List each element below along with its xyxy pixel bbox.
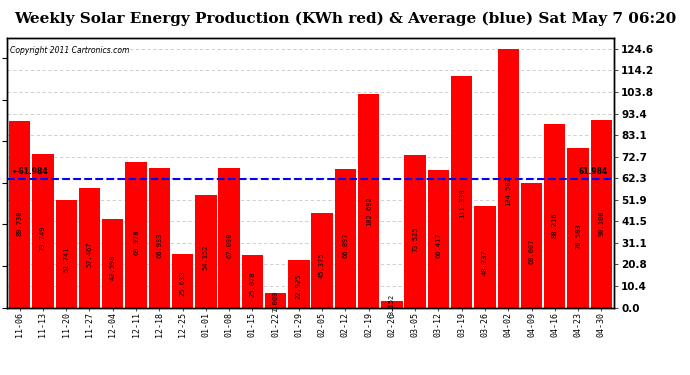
Text: 73.525: 73.525 bbox=[412, 226, 418, 252]
Bar bbox=[591, 120, 612, 308]
Text: 25.633: 25.633 bbox=[179, 271, 186, 296]
Text: 124.582: 124.582 bbox=[505, 176, 511, 206]
Bar bbox=[567, 148, 589, 308]
Text: 66.897: 66.897 bbox=[342, 232, 348, 258]
Bar bbox=[544, 124, 566, 308]
Text: 51.741: 51.741 bbox=[63, 246, 69, 272]
Text: 102.692: 102.692 bbox=[366, 196, 372, 226]
Bar bbox=[288, 260, 310, 308]
Text: 88.216: 88.216 bbox=[552, 212, 558, 238]
Text: 45.375: 45.375 bbox=[319, 252, 325, 278]
Text: 66.933: 66.933 bbox=[156, 232, 162, 258]
Text: 89.730: 89.730 bbox=[17, 211, 23, 236]
Bar bbox=[521, 183, 542, 308]
Text: 61.984: 61.984 bbox=[579, 166, 608, 176]
Bar bbox=[451, 76, 473, 308]
Bar bbox=[241, 255, 263, 308]
Text: 111.330: 111.330 bbox=[459, 189, 465, 218]
Text: 60.007: 60.007 bbox=[529, 238, 535, 264]
Bar bbox=[358, 94, 380, 308]
Text: 3.152: 3.152 bbox=[389, 294, 395, 315]
Bar bbox=[404, 155, 426, 308]
Text: 76.583: 76.583 bbox=[575, 223, 581, 249]
Text: 22.925: 22.925 bbox=[296, 273, 302, 299]
Bar bbox=[428, 170, 449, 308]
Bar bbox=[474, 206, 495, 308]
Bar bbox=[102, 219, 124, 308]
Bar bbox=[172, 254, 193, 308]
Bar bbox=[335, 168, 356, 308]
Bar bbox=[218, 168, 240, 308]
Text: 7.009: 7.009 bbox=[273, 290, 279, 312]
Text: 67.090: 67.090 bbox=[226, 232, 232, 258]
Bar bbox=[497, 49, 519, 308]
Bar bbox=[55, 200, 77, 308]
Text: 90.100: 90.100 bbox=[598, 210, 604, 236]
Bar bbox=[381, 301, 403, 307]
Text: 54.152: 54.152 bbox=[203, 244, 209, 270]
Text: 57.467: 57.467 bbox=[86, 241, 92, 267]
Bar bbox=[148, 168, 170, 308]
Text: 69.978: 69.978 bbox=[133, 230, 139, 255]
Bar bbox=[265, 293, 286, 308]
Bar bbox=[311, 213, 333, 308]
Bar bbox=[79, 188, 100, 308]
Text: 48.737: 48.737 bbox=[482, 249, 488, 275]
Text: 42.598: 42.598 bbox=[110, 255, 116, 280]
Bar bbox=[9, 121, 30, 308]
Text: Copyright 2011 Cartronics.com: Copyright 2011 Cartronics.com bbox=[10, 46, 129, 55]
Text: ←61.984: ←61.984 bbox=[13, 166, 48, 176]
Text: 25.078: 25.078 bbox=[249, 271, 255, 297]
Bar bbox=[195, 195, 217, 308]
Bar bbox=[32, 154, 54, 308]
Text: Weekly Solar Energy Production (KWh red) & Average (blue) Sat May 7 06:20: Weekly Solar Energy Production (KWh red)… bbox=[14, 11, 676, 26]
Bar bbox=[126, 162, 147, 308]
Text: 66.417: 66.417 bbox=[435, 232, 442, 258]
Text: 73.749: 73.749 bbox=[40, 226, 46, 251]
